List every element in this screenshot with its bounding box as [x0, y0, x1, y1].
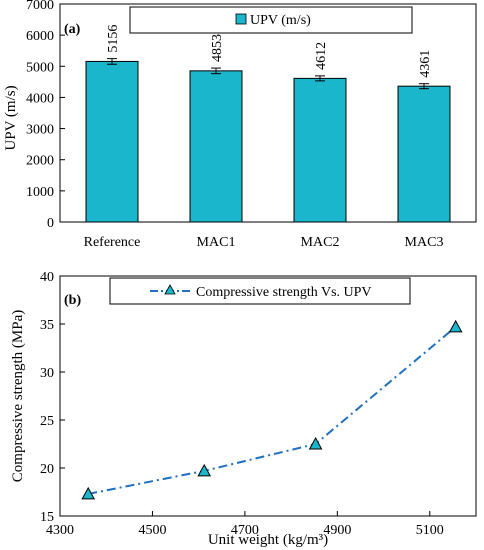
- panel-a-y-tick-label: 7000: [26, 0, 54, 13]
- panel-b-line-chart: 15 20 25 30 35 40 4300 4500 4700 4900 5100 (b) Co…: [10, 270, 477, 548]
- panel-a-category-label: Reference: [84, 235, 141, 250]
- panel-b-data-point: [197, 463, 212, 477]
- panel-a-data-label: 5156: [106, 25, 121, 53]
- panel-b-x-ticks: 4300 4500 4700 4900 5100: [46, 511, 444, 538]
- panel-a-category-label: MAC2: [301, 235, 340, 250]
- panel-b-x-tick-label: 4900: [323, 523, 351, 538]
- panel-b-y-ticks: 15 20 25 30 35 40: [40, 270, 65, 525]
- panel-b-x-tick-label: 4300: [46, 523, 74, 538]
- panel-a-data-label: 4612: [314, 42, 329, 70]
- panel-b-series: [81, 319, 463, 500]
- panel-a-y-ticks: 0 1000 2000 3000 4000 5000 6000 7000: [26, 0, 65, 231]
- panel-a-y-tick-label: 5000: [26, 60, 54, 75]
- panel-a-bar: [293, 77, 347, 223]
- panel-a-data-label: 4853: [210, 34, 225, 62]
- panel-a-legend-box: [129, 6, 413, 34]
- panel-a-y-tick-label: 6000: [26, 29, 54, 44]
- panel-a-legend-swatch: [235, 13, 247, 25]
- panel-a-bar: [85, 60, 139, 223]
- panel-b-data-point: [81, 486, 96, 500]
- panel-a-y-tick-label: 3000: [26, 123, 54, 138]
- panel-b-legend-text: Compressive strength Vs. UPV: [196, 285, 372, 300]
- panel-b-legend: Compressive strength Vs. UPV: [109, 277, 411, 305]
- panel-b-y-tick-label: 30: [40, 366, 54, 381]
- panel-b-series-line: [88, 326, 457, 495]
- panel-a-y-tick-label: 0: [47, 216, 54, 231]
- panel-a-legend-text: UPV (m/s): [250, 13, 311, 28]
- panel-b-y-tick-label: 15: [40, 510, 54, 525]
- panel-b-x-tick-label: 5100: [416, 523, 444, 538]
- panel-b-data-point: [308, 436, 323, 450]
- panel-a-categories: Reference MAC1 MAC2 MAC3: [84, 235, 444, 250]
- panel-a-bar: [397, 85, 451, 223]
- panel-b-y-tick-label: 40: [40, 270, 54, 285]
- panel-a-bar-chart: 0 1000 2000 3000 4000 5000 6000 7000 5156 4853 46…: [3, 0, 477, 250]
- panel-a-plot-frame: [59, 3, 477, 223]
- panel-b-legend-marker: [164, 284, 176, 295]
- panel-a-category-label: MAC3: [405, 235, 444, 250]
- panel-b-y-tick-label: 25: [40, 414, 54, 429]
- panel-a-data-label: 4361: [418, 50, 433, 78]
- panel-b-y-tick-label: 35: [40, 318, 54, 333]
- panel-a-y-axis-title: UPV (m/s): [3, 85, 19, 150]
- panel-b-x-tick-label: 4700: [231, 523, 259, 538]
- panel-b-data-point: [448, 319, 463, 333]
- panel-a-legend: UPV (m/s): [129, 6, 413, 34]
- panel-b-y-tick-label: 20: [40, 462, 54, 477]
- panel-a-y-tick-label: 2000: [26, 154, 54, 169]
- panel-a-bars: 5156 4853 4612 4361: [85, 25, 451, 223]
- panel-b-plot-frame: [59, 275, 477, 517]
- panel-b-y-axis-title: Compressive strength (MPa): [10, 310, 26, 482]
- panel-a-bar: [189, 70, 243, 223]
- panel-b-x-tick-label: 4500: [138, 523, 166, 538]
- panel-a-y-tick-label: 1000: [26, 185, 54, 200]
- panel-b-x-axis-title: Unit weight (kg/m³): [208, 532, 328, 548]
- panel-b-legend-box: [109, 277, 411, 305]
- panel-a-category-label: MAC1: [197, 235, 236, 250]
- panel-b-label: (b): [64, 293, 81, 308]
- panel-a-label: (a): [64, 22, 81, 37]
- panel-a-y-tick-label: 4000: [26, 91, 54, 106]
